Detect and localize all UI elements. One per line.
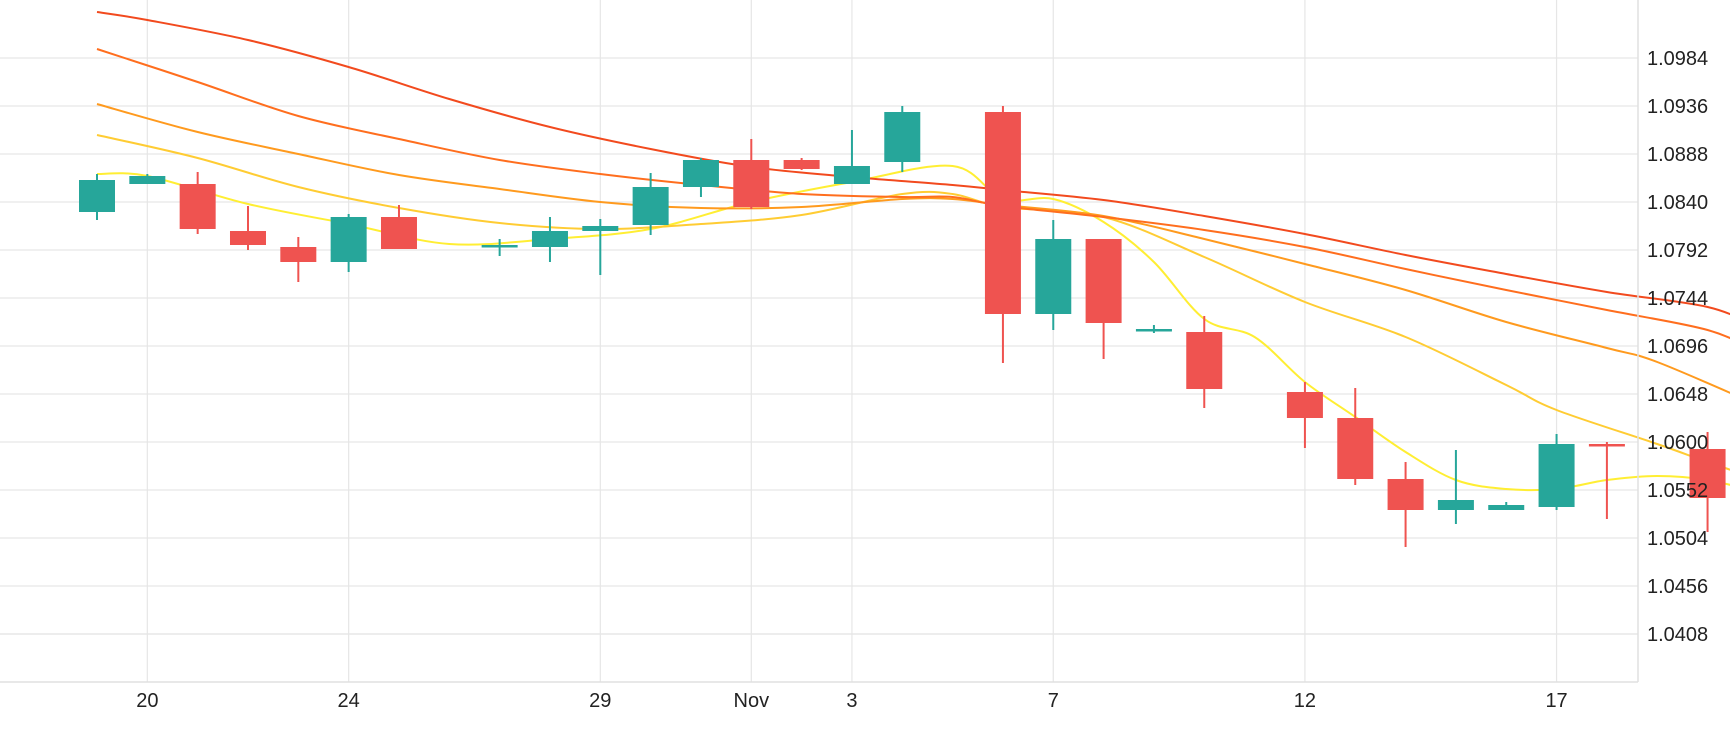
candle bbox=[1387, 462, 1424, 547]
y-tick-label: 1.0936 bbox=[1647, 96, 1708, 118]
candle bbox=[1085, 239, 1122, 359]
candle bbox=[833, 130, 870, 184]
candle bbox=[229, 206, 266, 250]
candle-body bbox=[380, 217, 417, 249]
y-tick-label: 1.0744 bbox=[1647, 288, 1708, 310]
candle-body bbox=[884, 112, 921, 162]
candle-body bbox=[1186, 332, 1223, 389]
candle-body bbox=[1035, 239, 1072, 314]
candle-body bbox=[1387, 479, 1424, 510]
candle bbox=[330, 214, 367, 272]
candle bbox=[179, 172, 216, 234]
candle-body bbox=[833, 166, 870, 184]
candle-body bbox=[531, 231, 568, 247]
candle-body bbox=[1488, 505, 1525, 510]
y-tick-label: 1.0504 bbox=[1647, 528, 1708, 550]
x-tick-label: 12 bbox=[1294, 690, 1316, 712]
candle-body bbox=[1689, 449, 1726, 498]
candle bbox=[1437, 450, 1474, 524]
candle-body bbox=[682, 160, 719, 187]
candle bbox=[79, 174, 115, 220]
candle bbox=[1135, 325, 1172, 333]
candle bbox=[1286, 382, 1323, 448]
moving-average-line-1 bbox=[96, 164, 1730, 492]
moving-average-line-5 bbox=[96, 11, 1730, 316]
y-tick-label: 1.0984 bbox=[1647, 48, 1708, 70]
x-tick-label: 7 bbox=[1048, 690, 1059, 712]
y-tick-label: 1.0696 bbox=[1647, 336, 1708, 358]
candle-body bbox=[129, 176, 166, 184]
candle-body bbox=[1135, 329, 1172, 332]
candle bbox=[129, 174, 166, 184]
candle-body bbox=[582, 226, 619, 231]
candle-body bbox=[481, 245, 518, 248]
candle-body bbox=[783, 160, 820, 169]
x-tick-label: 29 bbox=[589, 690, 611, 712]
candle-body bbox=[179, 184, 216, 229]
grid-layer bbox=[0, 0, 1638, 682]
moving-average-line-4 bbox=[96, 48, 1730, 340]
candle bbox=[1035, 220, 1072, 330]
candle-body bbox=[280, 247, 317, 262]
candle-body bbox=[79, 180, 115, 212]
candle-body bbox=[330, 217, 367, 262]
candle-body bbox=[1286, 392, 1323, 418]
x-tick-label: Nov bbox=[734, 690, 770, 712]
y-tick-label: 1.0552 bbox=[1647, 480, 1708, 502]
candle-body bbox=[1085, 239, 1122, 323]
candle bbox=[1186, 316, 1223, 408]
candle bbox=[1689, 432, 1726, 532]
candle bbox=[280, 237, 317, 282]
candle bbox=[481, 239, 518, 256]
y-tick-label: 1.0792 bbox=[1647, 240, 1708, 262]
x-tick-label: 17 bbox=[1545, 690, 1567, 712]
candle bbox=[783, 158, 820, 170]
candle bbox=[984, 106, 1021, 363]
y-tick-label: 1.0456 bbox=[1647, 576, 1708, 598]
candle-body bbox=[1588, 444, 1625, 447]
y-tick-label: 1.0840 bbox=[1647, 192, 1708, 214]
candle bbox=[884, 106, 921, 172]
candle-body bbox=[984, 112, 1021, 314]
x-tick-label: 3 bbox=[846, 690, 857, 712]
candle-body bbox=[733, 160, 770, 207]
candle-body bbox=[1538, 444, 1575, 507]
candle bbox=[632, 173, 669, 235]
candle bbox=[380, 205, 417, 249]
y-tick-label: 1.0888 bbox=[1647, 144, 1708, 166]
candle bbox=[582, 219, 619, 275]
candle-layer bbox=[79, 106, 1726, 547]
moving-average-line-3 bbox=[96, 103, 1730, 394]
axis-layer: 1.0984 1.0936 1.0888 1.0840 1.0792 1.0744 1.06… bbox=[0, 0, 1708, 712]
y-tick-label: 1.0600 bbox=[1647, 432, 1708, 454]
candle bbox=[1588, 442, 1625, 519]
y-tick-label: 1.0648 bbox=[1647, 384, 1708, 406]
x-tick-label: 20 bbox=[136, 690, 158, 712]
candle-body bbox=[229, 231, 266, 245]
candle-body bbox=[632, 187, 669, 225]
candle bbox=[531, 217, 568, 262]
y-tick-label: 1.0408 bbox=[1647, 624, 1708, 646]
moving-average-line-2 bbox=[96, 134, 1730, 471]
candle bbox=[1538, 434, 1575, 510]
candle-body bbox=[1337, 418, 1374, 479]
candle bbox=[682, 158, 719, 197]
candle bbox=[1337, 388, 1374, 485]
candle bbox=[1488, 502, 1525, 510]
x-tick-label: 24 bbox=[338, 690, 360, 712]
candle-body bbox=[1437, 500, 1474, 510]
candle bbox=[733, 139, 770, 209]
